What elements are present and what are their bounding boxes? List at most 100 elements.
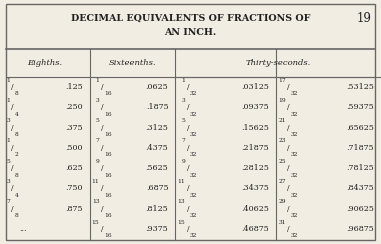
Text: 32: 32 [190, 213, 197, 218]
Text: /: / [288, 123, 290, 132]
Text: .6875: .6875 [146, 184, 168, 193]
Text: 9: 9 [181, 159, 185, 164]
Text: .500: .500 [65, 144, 83, 152]
Text: .15625: .15625 [242, 123, 269, 132]
Text: 16: 16 [104, 112, 112, 117]
Text: 32: 32 [190, 193, 197, 198]
Text: 19: 19 [279, 98, 286, 103]
Text: 32: 32 [291, 132, 298, 137]
Text: 31: 31 [279, 220, 286, 224]
Text: /: / [101, 123, 103, 132]
Text: 19: 19 [357, 12, 371, 25]
Text: DECIMAL EQUIVALENTS OF FRACTIONS OF: DECIMAL EQUIVALENTS OF FRACTIONS OF [71, 14, 310, 23]
Text: /: / [187, 83, 189, 91]
Text: .5625: .5625 [146, 164, 168, 172]
Text: /: / [288, 164, 290, 172]
Text: 7: 7 [181, 138, 185, 143]
Text: /: / [187, 205, 189, 213]
Text: 1: 1 [6, 98, 10, 103]
Text: 32: 32 [291, 173, 298, 178]
Text: 32: 32 [190, 132, 197, 137]
Text: 3: 3 [96, 98, 99, 103]
Text: 11: 11 [92, 179, 99, 184]
Text: .21875: .21875 [242, 144, 269, 152]
Text: .09375: .09375 [242, 103, 269, 111]
Text: 1: 1 [96, 78, 99, 83]
Text: 4: 4 [14, 112, 18, 117]
Text: .71875: .71875 [346, 144, 374, 152]
Text: .34375: .34375 [242, 184, 269, 193]
Text: /: / [101, 164, 103, 172]
Text: /: / [101, 103, 103, 111]
Text: /: / [11, 123, 14, 132]
Text: .9375: .9375 [146, 225, 168, 233]
Text: .875: .875 [65, 205, 83, 213]
Text: 32: 32 [291, 152, 298, 157]
Text: /: / [101, 225, 103, 233]
Text: 9: 9 [96, 159, 99, 164]
Text: 3: 3 [6, 179, 10, 184]
Text: 16: 16 [104, 92, 112, 96]
Text: 16: 16 [104, 152, 112, 157]
Text: 2: 2 [14, 152, 18, 157]
Text: /: / [11, 103, 14, 111]
Text: /: / [288, 83, 290, 91]
Text: .03125: .03125 [242, 83, 269, 91]
Text: 23: 23 [279, 138, 286, 143]
Text: /: / [187, 184, 189, 193]
Text: .59375: .59375 [346, 103, 374, 111]
Text: 16: 16 [104, 193, 112, 198]
Text: .8125: .8125 [146, 205, 168, 213]
Text: 16: 16 [104, 132, 112, 137]
Text: 3: 3 [181, 98, 185, 103]
Text: .4375: .4375 [146, 144, 168, 152]
Text: 4: 4 [14, 193, 18, 198]
Text: /: / [11, 184, 14, 193]
Text: .96875: .96875 [346, 225, 374, 233]
Text: /: / [11, 144, 14, 152]
Text: 8: 8 [14, 132, 18, 137]
Text: ...: ... [19, 225, 27, 233]
Text: /: / [101, 184, 103, 193]
Text: .28125: .28125 [242, 164, 269, 172]
Text: /: / [288, 184, 290, 193]
Text: 13: 13 [92, 199, 99, 204]
Text: Thirty-seconds.: Thirty-seconds. [245, 59, 311, 67]
Text: /: / [187, 164, 189, 172]
Text: Sixteenths.: Sixteenths. [109, 59, 156, 67]
Text: .1875: .1875 [146, 103, 168, 111]
Text: .53125: .53125 [346, 83, 374, 91]
Text: /: / [101, 83, 103, 91]
Text: .40625: .40625 [242, 205, 269, 213]
Text: /: / [11, 83, 14, 91]
Text: /: / [288, 144, 290, 152]
Text: 32: 32 [190, 233, 197, 238]
Text: .78125: .78125 [346, 164, 374, 172]
Text: AN INCH.: AN INCH. [164, 28, 217, 37]
Text: 27: 27 [279, 179, 286, 184]
Text: 21: 21 [279, 118, 286, 123]
Text: /: / [187, 103, 189, 111]
Text: /: / [11, 205, 14, 213]
Text: 5: 5 [96, 118, 99, 123]
Text: /: / [11, 164, 14, 172]
Text: 32: 32 [291, 233, 298, 238]
Text: .625: .625 [65, 164, 83, 172]
Text: .46875: .46875 [242, 225, 269, 233]
Text: 29: 29 [279, 199, 286, 204]
Text: .90625: .90625 [346, 205, 374, 213]
Text: /: / [288, 205, 290, 213]
Text: 8: 8 [14, 173, 18, 178]
Text: 1: 1 [6, 78, 10, 83]
Text: 11: 11 [178, 179, 185, 184]
Text: 15: 15 [92, 220, 99, 224]
Text: 5: 5 [181, 118, 185, 123]
Text: 32: 32 [190, 152, 197, 157]
Text: 8: 8 [14, 92, 18, 96]
Text: /: / [101, 205, 103, 213]
Text: .84375: .84375 [346, 184, 374, 193]
Text: 5: 5 [6, 159, 10, 164]
Text: .250: .250 [65, 103, 83, 111]
Text: .65625: .65625 [346, 123, 374, 132]
Text: 25: 25 [279, 159, 286, 164]
